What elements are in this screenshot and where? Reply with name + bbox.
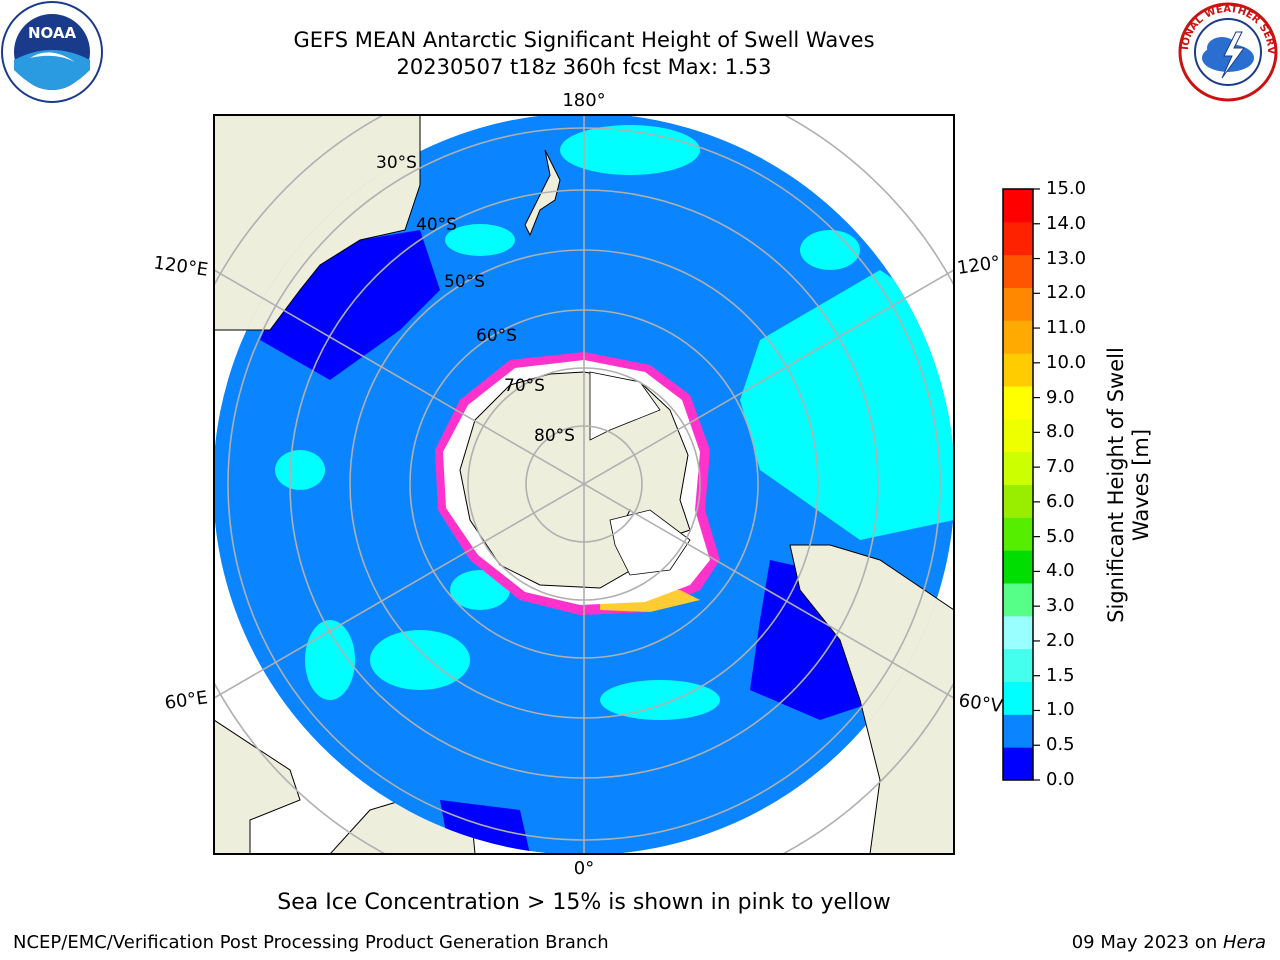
colorbar-tick-label: 8.0 — [1046, 421, 1075, 443]
noaa-logo: NOAA — [1, 1, 103, 103]
colorbar-tick-label: 15.0 — [1046, 178, 1087, 199]
footer-branch: NCEP/EMC/Verification Post Processing Pr… — [13, 932, 609, 953]
colorbar-block — [1003, 747, 1033, 781]
colorbar-tick-label: 7.0 — [1046, 456, 1075, 478]
colorbar-block — [1003, 615, 1033, 650]
lat-label-70: 70°S — [504, 376, 545, 396]
swell-patch-south-1 — [600, 680, 720, 720]
footer-date-text: 09 May 2023 on — [1071, 932, 1223, 953]
footer-date: 09 May 2023 on Hera — [1072, 932, 1266, 953]
colorbar-block — [1003, 583, 1033, 617]
colorbar-tick-label: 1.5 — [1046, 664, 1075, 686]
swell-patch-west — [275, 450, 325, 490]
swell-patch-east — [740, 270, 954, 540]
ross-ice-shelf — [589, 371, 661, 441]
colorbar-block — [1003, 648, 1033, 682]
colorbar-tick-label: 13.0 — [1046, 247, 1087, 269]
colorbar-block — [1003, 418, 1033, 453]
colorbar-block — [1003, 386, 1033, 420]
colorbar-tick-label: 4.0 — [1046, 560, 1075, 582]
swell-patch-north-2 — [445, 224, 515, 256]
lat-label-60: 60°S — [476, 326, 517, 346]
colorbar-tick-label: 2.0 — [1046, 629, 1075, 651]
colorbar-block — [1003, 254, 1033, 288]
swell-patch-south-2 — [370, 630, 470, 690]
colorbar-block — [1003, 451, 1033, 485]
colorbar-block — [1003, 189, 1033, 223]
map-subtitle: 20230507 t18z 360h fcst Max: 1.53 — [396, 55, 772, 79]
sea-ice-note: Sea Ice Concentration > 15% is shown in … — [277, 890, 891, 915]
colorbar-tick-label: 1.0 — [1046, 699, 1075, 721]
colorbar-tick-label: 9.0 — [1046, 386, 1075, 408]
lat-label-40: 40°S — [416, 215, 457, 235]
colorbar-title: Significant Height of Swell Waves [m] — [1104, 347, 1153, 623]
colorbar-block — [1003, 681, 1033, 715]
lat-label-50: 50°S — [444, 272, 485, 292]
swell-patch-southwest — [305, 620, 355, 700]
colorbar-blocks — [1003, 189, 1033, 781]
africa-land — [214, 719, 301, 854]
colorbar-block — [1003, 353, 1033, 387]
colorbar-tick-label: 10.0 — [1046, 351, 1087, 373]
colorbar-frame — [1002, 188, 1034, 781]
graticule — [214, 115, 954, 854]
colorbar-block — [1003, 221, 1033, 256]
weddell-ice-shelf — [609, 509, 691, 576]
map-frame — [213, 114, 955, 855]
colorbar-block — [1003, 484, 1033, 518]
meridian-60E-120W — [214, 269, 954, 699]
colorbar-tick-label: 3.0 — [1046, 595, 1075, 617]
lon-label-180: 180° — [562, 90, 605, 111]
colorbar-block — [1003, 320, 1033, 354]
colorbar-ticks — [1033, 188, 1040, 781]
colorbar-tick-label: 6.0 — [1046, 490, 1075, 512]
lat-label-30: 30°S — [376, 153, 417, 173]
noaa-logo-text: NOAA — [28, 24, 77, 42]
colorbar-tick-label: 11.0 — [1046, 317, 1087, 339]
map-title: GEFS MEAN Antarctic Significant Height o… — [293, 28, 875, 52]
colorbar-tick-label: 5.0 — [1046, 525, 1075, 547]
colorbar-block — [1003, 550, 1033, 584]
colorbar-block — [1003, 287, 1033, 321]
colorbar-block — [1003, 517, 1033, 551]
colorbar-block — [1003, 714, 1033, 748]
colorbar-tick-label: 12.0 — [1046, 282, 1087, 304]
colorbar-tick-label: 0.5 — [1046, 734, 1075, 756]
lat-label-80: 80°S — [534, 426, 575, 446]
swell-patch-northeast — [800, 230, 860, 270]
lon-label-0: 0° — [574, 858, 594, 879]
colorbar-tick-label: 14.0 — [1046, 212, 1087, 234]
footer-host: Hera — [1222, 932, 1266, 953]
nws-logo: NATIONAL WEATHER SERVICE — [1176, 0, 1278, 102]
colorbar-tick-label: 0.0 — [1046, 769, 1075, 790]
